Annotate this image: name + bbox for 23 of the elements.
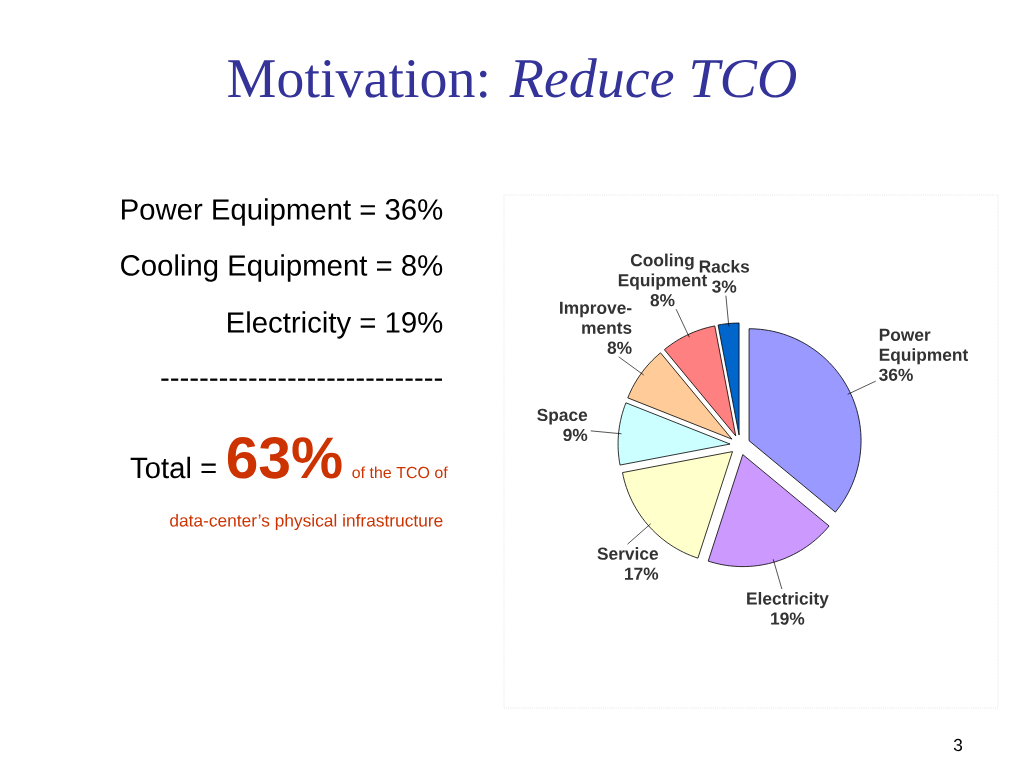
chart-title: Motivation: Reduce TCO [228, 58, 797, 98]
data-label: 8% [607, 341, 632, 354]
slice-label: Space [537, 408, 588, 425]
text: 63% [227, 437, 342, 479]
text: 3 [953, 738, 963, 752]
data-label: 19% [771, 612, 805, 625]
slice-label: Power Equipment [879, 328, 969, 365]
slice-label: Service [597, 547, 659, 560]
slice-label: Racks [699, 259, 750, 273]
data-label: 36% [879, 368, 913, 381]
slice-label: Electricity [747, 591, 829, 609]
text: ----------------------------- [161, 378, 442, 381]
text: Power Equipment = 36% [122, 198, 443, 226]
data-label: 9% [563, 428, 588, 442]
text: Electricity = 19% [228, 311, 443, 339]
text: Cooling Equipment = 8% [121, 254, 443, 282]
text: data-center’s physical infrastructure [170, 513, 443, 531]
data-label: 8% [650, 294, 675, 307]
text: of the TCO of [352, 466, 448, 479]
text: Total = [130, 456, 216, 479]
data-label: 17% [625, 567, 659, 580]
slice-label: Improve-ments [560, 301, 632, 334]
data-label: 3% [712, 280, 737, 293]
